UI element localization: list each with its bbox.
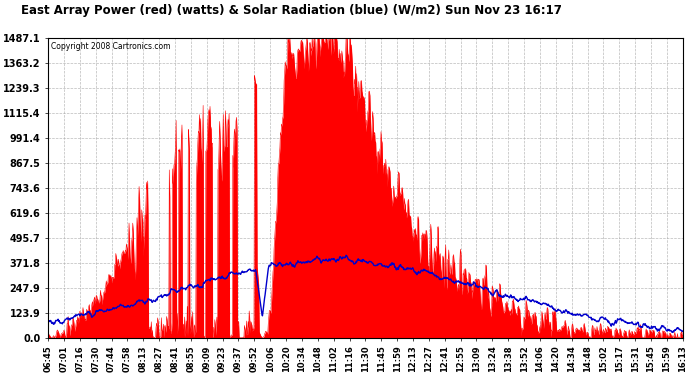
- Text: East Array Power (red) (watts) & Solar Radiation (blue) (W/m2) Sun Nov 23 16:17: East Array Power (red) (watts) & Solar R…: [21, 4, 562, 17]
- Text: Copyright 2008 Cartronics.com: Copyright 2008 Cartronics.com: [51, 42, 170, 51]
